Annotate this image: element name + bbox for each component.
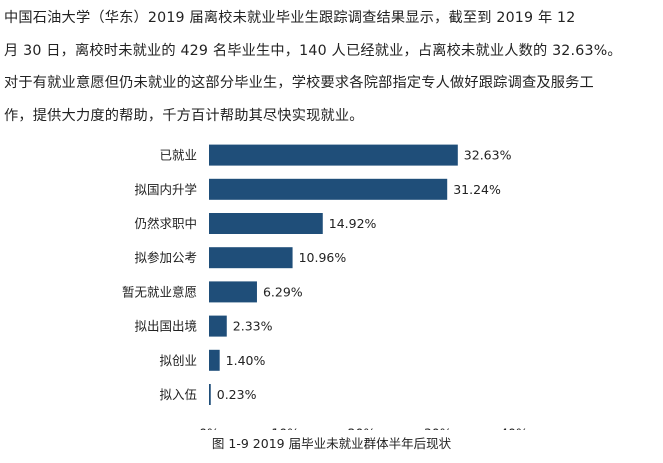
- value-label: 32.63%: [464, 148, 512, 163]
- paragraph-line: 中国石油大学（华东）2019 届离校未就业毕业生跟踪调查结果显示，截至到 201…: [4, 10, 576, 26]
- x-tick-label: 0%: [199, 426, 219, 430]
- category-label: 仍然求职中: [134, 216, 197, 231]
- value-label: 1.40%: [226, 353, 266, 368]
- paragraph-line: 对于有就业意愿但仍未就业的这部分毕业生，学校要求各院部指定专人做好跟踪调查及服务…: [4, 75, 594, 91]
- figure-caption: 图 1-9 2019 届毕业未就业群体半年后现状: [211, 436, 452, 451]
- value-labels: 32.63% 31.24% 14.92% 10.96% 6.29% 2.33% 1.40% 0…: [217, 148, 512, 402]
- x-tick-label: 40%: [500, 426, 528, 430]
- x-tick-label: 10%: [271, 426, 299, 430]
- bar-6: [209, 349, 220, 371]
- value-label: 14.92%: [329, 216, 377, 231]
- bar-5: [209, 315, 227, 337]
- value-label: 2.33%: [233, 319, 273, 334]
- bar-3: [209, 247, 293, 269]
- category-label: 拟参加公考: [134, 250, 197, 265]
- x-tick-label: 20%: [348, 426, 376, 430]
- value-label: 0.23%: [217, 387, 257, 402]
- value-label: 6.29%: [263, 284, 303, 299]
- value-label: 31.24%: [453, 182, 501, 197]
- bar-2: [209, 213, 323, 234]
- intro-paragraph: 中国石油大学（华东）2019 届离校未就业毕业生跟踪调查结果显示，截至到 201…: [4, 2, 659, 132]
- bars-group: [209, 144, 458, 405]
- category-label: 拟国内升学: [134, 182, 197, 197]
- paragraph-line: 月 30 日，离校时未就业的 429 名毕业生中，140 人已经就业，占离校未就…: [4, 42, 622, 59]
- paragraph-line: 作，提供大力度的帮助，千方百计帮助其尽快实现就业。: [4, 107, 364, 124]
- category-label: 拟入伍: [159, 387, 197, 402]
- category-label: 拟创业: [159, 353, 197, 368]
- bar-7: [209, 384, 211, 405]
- category-label: 已就业: [159, 148, 197, 163]
- bar-1: [209, 178, 448, 200]
- x-tick-label: 30%: [424, 426, 452, 430]
- category-label: 拟出国出境: [134, 319, 197, 334]
- category-label: 暂无就业意愿: [122, 284, 197, 299]
- value-label: 10.96%: [299, 250, 347, 265]
- x-tick-labels: 0% 10% 20% 30% 40%: [199, 426, 528, 430]
- bar-0: [209, 144, 458, 166]
- bar-4: [209, 281, 257, 303]
